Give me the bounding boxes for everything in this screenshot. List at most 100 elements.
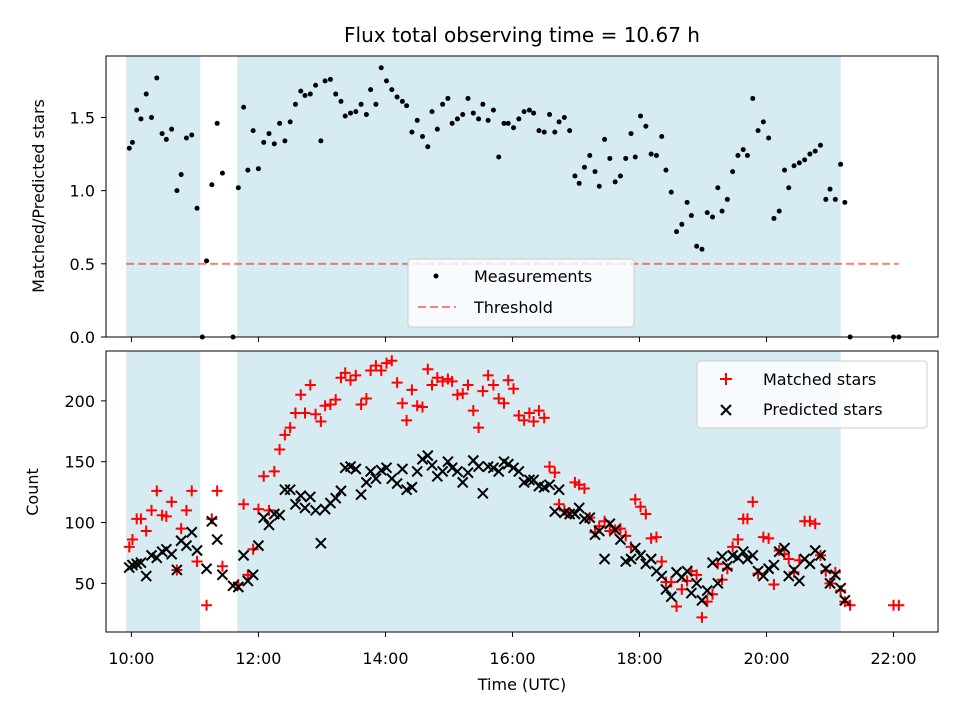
measurement-point-35 [307,91,313,97]
measurement-point-125 [766,135,772,141]
matched-star-point-79 [538,412,550,424]
measurement-point-34 [302,93,308,99]
legend-threshold-label: Threshold [473,298,553,317]
measurement-point-23 [245,167,251,173]
matched-star-point-54 [411,400,423,412]
x-tick-label-6: 22:00 [870,649,916,668]
bottom-legend-box [696,360,928,429]
predicted-star-point-110 [690,577,703,590]
measurement-point-52 [394,94,400,100]
measurement-point-65 [460,112,466,118]
predicted-star-point-92 [598,553,611,565]
measurement-point-17 [209,182,215,188]
measurement-point-1 [129,139,135,145]
predicted-star-point-114 [712,577,724,590]
measurement-point-120 [740,147,746,153]
measurement-point-27 [266,131,272,137]
predicted-star-point-71 [493,465,505,478]
measurement-point-112 [699,246,705,252]
matched-star-point-48 [381,357,393,369]
matched-star-point-28 [279,429,291,441]
measurement-point-12 [183,135,189,141]
matched-star-point-141 [893,599,905,611]
predicted-star-point-94 [609,524,621,536]
predicted-star-point-58 [426,459,438,472]
matched-star-point-36 [319,400,331,412]
matched-star-point-0 [123,541,135,553]
matched-star-point-56 [422,363,434,375]
predicted-star-point-60 [436,465,449,478]
predicted-star-point-116 [721,560,734,573]
matched-star-point-21 [242,569,254,581]
measurement-point-0 [126,145,132,151]
measurement-point-79 [531,110,537,116]
matched-star-point-6 [151,485,163,497]
measurement-point-72 [496,154,502,160]
predicted-star-point-33 [299,502,311,514]
measurement-point-19 [219,170,225,176]
predicted-star-point-31 [289,498,302,510]
measurement-point-109 [684,199,690,205]
measurement-point-116 [719,208,725,214]
measurement-point-13 [189,132,195,138]
matched-star-point-123 [763,532,775,544]
matched-star-point-35 [315,416,327,428]
measurement-point-67 [470,110,476,116]
predicted-star-point-46 [364,465,377,478]
matched-star-point-31 [295,389,307,401]
matched-star-point-70 [493,392,505,404]
x-axis-title: Time (UTC) [477,675,566,694]
predicted-star-point-139 [839,594,851,607]
measurement-point-3 [138,116,144,122]
matched-star-point-1 [126,534,138,546]
measurement-point-134 [812,148,818,154]
measurement-point-45 [358,101,364,107]
measurement-point-78 [526,107,532,113]
measurement-point-100 [638,113,644,119]
matched-star-point-49 [386,355,398,367]
matched-star-point-24 [258,470,270,482]
measurement-point-4 [143,91,149,97]
matched-star-point-132 [809,518,821,530]
measurement-point-32 [292,101,298,107]
predicted-star-point-113 [706,556,719,569]
measurement-point-105 [663,167,669,173]
matched-star-point-3 [135,513,147,525]
predicted-star-point-12 [180,539,193,552]
measurement-point-81 [541,129,547,135]
bottom-x-ticks: 10:00 12:00 14:00 16:00 18:00 20:00 22:00 [108,632,917,668]
predicted-star-point-135 [820,563,832,575]
measurement-point-40 [333,91,339,97]
matched-star-point-30 [289,407,301,419]
matched-star-point-76 [523,407,535,419]
measurement-point-6 [154,75,160,81]
measurement-point-76 [516,116,522,122]
predicted-star-point-15 [200,563,213,575]
matched-star-point-100 [645,532,657,544]
top-observing-band-0 [126,56,201,337]
matched-star-point-67 [477,385,489,397]
measurement-point-132 [802,157,808,163]
predicted-star-point-91 [593,525,605,537]
measurement-point-43 [348,110,354,116]
predicted-star-point-34 [304,491,317,503]
measurement-point-71 [490,107,496,113]
matched-star-point-57 [426,379,438,391]
measurement-point-84 [556,119,562,125]
measurement-point-33 [298,88,304,94]
predicted-star-point-65 [462,466,474,479]
matched-star-point-17 [211,485,223,497]
legend-matched-marker [720,373,732,385]
measurement-point-136 [823,196,829,202]
predicted-star-point-25 [258,511,270,524]
matched-star-point-105 [671,600,683,612]
measurement-point-140 [842,199,848,205]
measurement-point-97 [623,155,629,161]
matched-star-point-22 [247,543,259,555]
matched-star-point-55 [416,401,428,413]
measurement-point-25 [255,166,261,172]
bottom-panel: 10:00 12:00 14:00 16:00 18:00 20:00 22:00 50 10… [23,350,939,694]
matched-star-point-106 [676,583,688,595]
predicted-star-point-26 [263,519,275,531]
legend-measurements-label: Measurements [474,267,592,286]
